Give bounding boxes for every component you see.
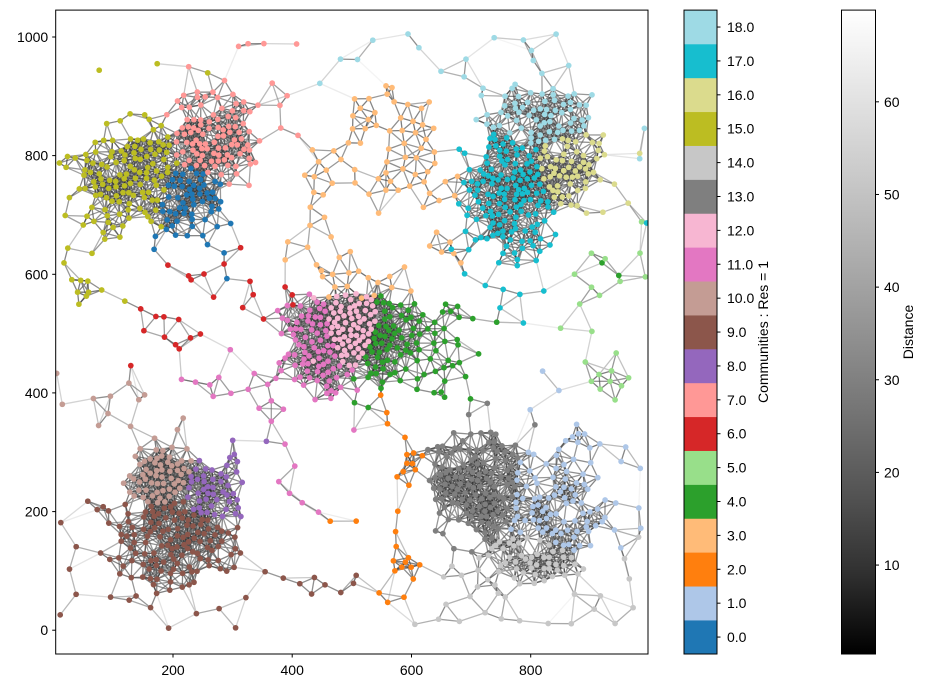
svg-text:600: 600 — [25, 266, 49, 282]
svg-text:15.0: 15.0 — [727, 121, 754, 137]
svg-text:2.0: 2.0 — [727, 561, 747, 577]
svg-text:60: 60 — [884, 94, 900, 110]
svg-text:0.0: 0.0 — [727, 629, 747, 645]
svg-text:800: 800 — [519, 662, 543, 678]
svg-text:800: 800 — [25, 148, 49, 164]
svg-text:14.0: 14.0 — [727, 155, 754, 171]
svg-text:11.0: 11.0 — [727, 256, 753, 272]
svg-text:8.0: 8.0 — [727, 358, 747, 374]
svg-text:5.0: 5.0 — [727, 460, 747, 476]
svg-text:17.0: 17.0 — [727, 53, 754, 69]
svg-text:3.0: 3.0 — [727, 527, 747, 543]
svg-text:6.0: 6.0 — [727, 426, 747, 442]
svg-text:30: 30 — [884, 372, 900, 388]
svg-text:Distance: Distance — [900, 305, 916, 360]
svg-text:13.0: 13.0 — [727, 188, 754, 204]
svg-text:400: 400 — [25, 385, 49, 401]
svg-text:200: 200 — [25, 504, 49, 520]
svg-text:20: 20 — [884, 464, 900, 480]
svg-text:50: 50 — [884, 186, 900, 202]
svg-text:9.0: 9.0 — [727, 324, 747, 340]
svg-text:10.0: 10.0 — [727, 290, 754, 306]
svg-text:40: 40 — [884, 279, 900, 295]
svg-text:Communities : Res = 1: Communities : Res = 1 — [755, 261, 771, 403]
svg-text:200: 200 — [161, 662, 185, 678]
svg-text:400: 400 — [281, 662, 305, 678]
svg-text:16.0: 16.0 — [727, 87, 754, 103]
svg-text:4.0: 4.0 — [727, 494, 747, 510]
svg-text:1000: 1000 — [17, 29, 48, 45]
svg-text:7.0: 7.0 — [727, 392, 747, 408]
svg-text:600: 600 — [400, 662, 424, 678]
svg-text:0: 0 — [40, 622, 48, 638]
svg-text:18.0: 18.0 — [727, 19, 754, 35]
svg-text:1.0: 1.0 — [727, 595, 747, 611]
svg-text:10: 10 — [884, 557, 900, 573]
svg-text:12.0: 12.0 — [727, 222, 754, 238]
